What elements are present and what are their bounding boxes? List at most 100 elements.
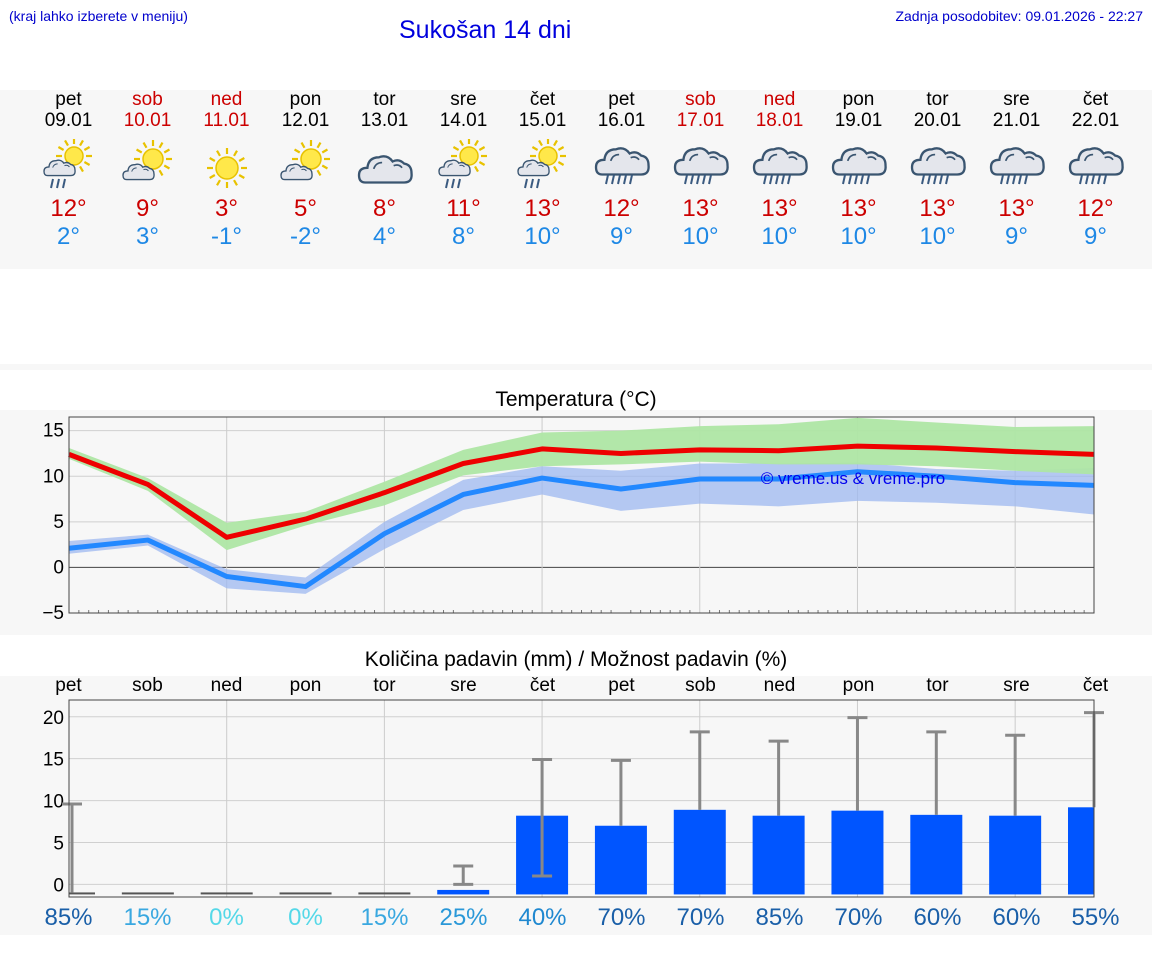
cloud-shape: [752, 147, 808, 176]
precipitation-chart-title: Količina padavin (mm) / Možnost padavin …: [364, 648, 788, 671]
day-name: sob: [685, 89, 716, 110]
forecast-day: tor 20.01 13° 10°: [898, 90, 977, 251]
forecast-day: ned 11.01 3° -1°: [187, 90, 266, 251]
min-temp: 10°: [919, 223, 956, 250]
cloud-rain-icon: [673, 147, 729, 185]
sun-cloud-rain-icon: [516, 139, 566, 189]
day-date: 14.01: [439, 110, 488, 131]
precip-bar: [752, 815, 805, 895]
daily-forecast-strip: pet 09.01 12° 2° sob 10.01 9° 3° ned 11.01 3° -1° po…: [0, 90, 1152, 269]
min-temp-line: [68, 469, 1095, 590]
day-date: 12.01: [281, 110, 330, 131]
cloud-shape: [831, 147, 887, 176]
day-name: ned: [763, 89, 796, 110]
min-temp: 8°: [452, 223, 475, 250]
max-temp-band: [69, 417, 1094, 551]
forecast-day: pet 16.01 12° 9°: [582, 90, 661, 251]
forecast-day: pon 12.01 5° -2°: [266, 90, 345, 251]
min-temp: 2°: [57, 223, 80, 250]
precip-bar: [121, 892, 174, 895]
day-name: pon: [289, 89, 322, 110]
max-temp: 12°: [50, 195, 87, 222]
rain-shape: [762, 174, 791, 185]
min-temp: -2°: [290, 223, 321, 250]
cloud-shape: [357, 155, 413, 184]
watermark: © vreme.us & vreme.pro: [761, 469, 945, 488]
sun-cloud-icon: [121, 140, 172, 181]
day-name: čet: [529, 89, 556, 110]
forecast-day: sre 14.01 11° 8°: [424, 90, 503, 251]
max-temp: 13°: [919, 195, 956, 222]
max-temp: 13°: [840, 195, 877, 222]
sun-cloud-rain-icon: [437, 139, 487, 189]
min-temp: 10°: [761, 223, 798, 250]
y-tick-label: 20: [43, 708, 64, 729]
min-temp: 10°: [524, 223, 561, 250]
day-date: 13.01: [360, 110, 409, 131]
cloud-rain-icon: [831, 147, 887, 185]
max-temp: 13°: [761, 195, 798, 222]
cloud-shape: [279, 163, 313, 181]
rain-shape: [523, 178, 540, 189]
precip-probability: 40%: [518, 904, 567, 931]
max-temp: 12°: [603, 195, 640, 222]
day-name: tor: [373, 89, 396, 110]
forecast-day: sre 21.01 13° 9°: [977, 90, 1056, 251]
day-date: 20.01: [913, 110, 962, 131]
day-date: 19.01: [834, 110, 883, 131]
rain-shape: [920, 174, 949, 185]
precip-bar: [200, 892, 253, 895]
precip-day-label: pet: [608, 675, 635, 696]
day-name: sre: [1003, 89, 1030, 110]
y-tick-label: 15: [43, 421, 64, 442]
sun-shape: [206, 148, 247, 188]
rain-shape: [49, 178, 66, 189]
precip-probability: 15%: [360, 904, 409, 931]
max-temp: 13°: [524, 195, 561, 222]
precip-bar: [673, 809, 726, 895]
y-tick-label: 5: [53, 834, 64, 855]
forecast-day: čet 15.01 13° 10°: [503, 90, 582, 251]
precip-bar: [279, 892, 332, 895]
cloud-shape: [594, 147, 650, 176]
day-name: sob: [132, 89, 163, 110]
precip-day-label: tor: [373, 675, 396, 696]
last-update-label: Zadnja posodobitev: 09.01.2026 - 22:27: [895, 8, 1143, 24]
precip-probability: 55%: [1071, 904, 1120, 931]
precip-bar: [989, 815, 1042, 895]
precip-bar: [1068, 807, 1094, 895]
min-temp: 9°: [1084, 223, 1107, 250]
day-date: 17.01: [676, 110, 725, 131]
min-temp: 3°: [136, 223, 159, 250]
day-name: pet: [608, 89, 635, 110]
max-temp: 11°: [446, 195, 481, 222]
max-temp: 5°: [294, 195, 317, 222]
precip-probability: 70%: [597, 904, 646, 931]
precip-bar: [594, 825, 647, 895]
min-temp-band: [69, 462, 1094, 594]
precip-probability: 70%: [834, 904, 883, 931]
forecast-day: čet 22.01 12° 9°: [1056, 90, 1135, 251]
cloud-rain-icon: [752, 147, 808, 185]
cloud-rain-icon: [594, 147, 650, 185]
separator-band: [0, 364, 1152, 370]
precip-day-label: pet: [55, 675, 82, 696]
precip-day-label: sob: [685, 675, 716, 696]
precip-probability: 85%: [755, 904, 804, 931]
precip-bar: [831, 810, 884, 895]
precipitation-chart: 0 5 10 15 20: [43, 699, 1104, 898]
cloud-shape: [516, 159, 550, 177]
day-date: 15.01: [518, 110, 567, 131]
temperature-chart: −5 0 5 10 15 © vreme.us & vreme.pro: [42, 416, 1095, 624]
max-temp-line: [68, 443, 1095, 540]
rain-shape: [604, 174, 633, 185]
precip-day-label: pon: [289, 675, 322, 696]
day-date: 10.01: [123, 110, 172, 131]
min-temp: 4°: [373, 223, 396, 250]
precip-day-label: ned: [210, 675, 243, 696]
precip-day-label: sob: [132, 675, 163, 696]
forecast-day: sob 10.01 9° 3°: [108, 90, 187, 251]
day-date: 09.01: [44, 110, 93, 131]
min-temp: 9°: [610, 223, 633, 250]
rain-shape: [841, 174, 870, 185]
